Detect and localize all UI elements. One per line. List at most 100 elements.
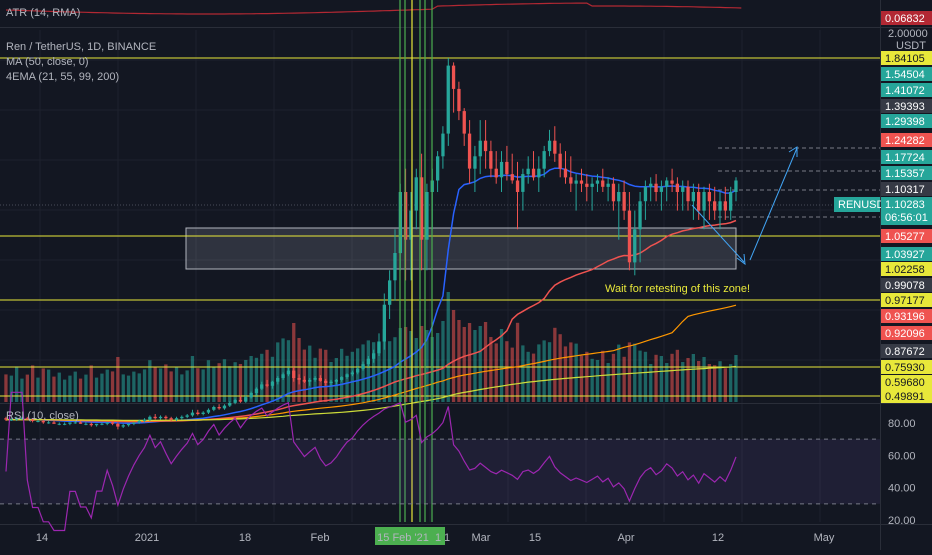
volume-bar	[499, 329, 504, 402]
candle-body	[489, 151, 493, 169]
volume-bar	[153, 367, 157, 402]
volume-bar	[617, 344, 621, 402]
candle-body	[356, 368, 360, 373]
volume-bar	[382, 329, 386, 402]
candle-body	[436, 156, 440, 181]
candle-body	[41, 421, 45, 423]
volume-bar	[388, 341, 392, 402]
candle-body	[451, 65, 456, 89]
volume-bar	[132, 371, 136, 402]
candle-body	[553, 140, 557, 154]
rsi-tick-label: 80.00	[888, 418, 916, 430]
volume-bar	[414, 338, 418, 402]
volume-bar	[270, 356, 275, 402]
volume-bar	[4, 374, 8, 402]
candle-body	[121, 425, 125, 427]
volume-bar	[94, 377, 99, 402]
volume-bar	[233, 362, 237, 402]
volume-bar	[15, 366, 19, 402]
volume-bar	[297, 338, 301, 402]
volume-bar	[606, 363, 610, 402]
candle-body	[649, 183, 653, 187]
countdown-text: 06:56:01	[885, 212, 928, 224]
volume-bar	[68, 375, 72, 402]
candle-body	[174, 418, 179, 420]
candle-body	[164, 416, 168, 419]
volume-bar	[537, 344, 541, 402]
atr-label: ATR (14, RMA)	[6, 7, 80, 19]
volume-bar	[142, 369, 147, 402]
volume-bar	[420, 326, 424, 402]
candle-body	[244, 397, 248, 402]
volume-bar	[723, 368, 727, 402]
down-arrow-line	[691, 204, 745, 263]
price-label-text: 1.54504	[885, 69, 925, 81]
candle-body	[25, 418, 29, 420]
volume-bar	[377, 343, 381, 402]
candle-body	[281, 374, 285, 378]
volume-bar	[473, 330, 477, 402]
volume-bar	[41, 368, 45, 402]
annotation-text: Wait for retesting of this zone!	[605, 283, 750, 295]
volume-bar	[563, 346, 568, 402]
volume-bar	[180, 374, 184, 402]
volume-bar	[190, 356, 195, 402]
candle-body	[515, 180, 520, 192]
candle-body	[249, 393, 253, 398]
ema-55-line	[6, 219, 737, 423]
candle-body	[36, 421, 40, 422]
volume-bar	[196, 368, 200, 402]
volume-bar	[702, 357, 706, 402]
price-label-box	[881, 278, 932, 292]
price-label-text: 0.99078	[885, 280, 925, 292]
candle-body	[542, 151, 546, 169]
candle-body	[89, 423, 93, 426]
volume-bar	[718, 361, 722, 402]
candle-body	[137, 421, 141, 423]
price-label-box	[881, 83, 932, 97]
candle-body	[329, 381, 333, 383]
volume-bar	[675, 349, 679, 402]
volume-bar	[47, 369, 51, 402]
time-tick-label: May	[814, 532, 835, 544]
candle-body	[105, 422, 109, 424]
volume-bar	[467, 323, 472, 402]
volume-bar	[681, 362, 685, 402]
candle-body	[601, 180, 605, 187]
last-price-text: 1.10283	[885, 199, 925, 211]
up-arrow-head	[788, 146, 798, 157]
candle-body	[713, 201, 717, 211]
time-tick-label: 2021	[135, 532, 159, 544]
candle-body	[473, 156, 477, 169]
currency-label: USDT	[896, 40, 926, 52]
volume-bar	[350, 351, 354, 402]
volume-bar	[713, 365, 717, 402]
volume-bar	[158, 368, 163, 402]
candle-body	[590, 183, 594, 187]
volume-bar	[25, 374, 29, 402]
candle-body	[169, 418, 173, 420]
price-label-text: 1.17724	[885, 152, 925, 164]
volume-bar	[643, 351, 648, 402]
volume-bar	[393, 337, 397, 402]
volume-bar	[638, 350, 642, 402]
price-label-text: 1.10317	[885, 184, 925, 196]
candle-body	[638, 201, 642, 230]
volume-bar	[372, 342, 376, 402]
volume-bar	[110, 371, 115, 402]
volume-bar	[276, 342, 280, 402]
price-level-lines	[0, 57, 880, 397]
price-label-box	[881, 262, 932, 276]
candle-body	[729, 192, 733, 211]
volume-bar	[52, 376, 56, 402]
candle-body	[222, 405, 227, 409]
price-label-box	[881, 389, 932, 403]
price-label-box	[881, 309, 932, 323]
candle-body	[228, 402, 232, 406]
volume-bar	[590, 358, 594, 402]
price-label-text: 0.87672	[885, 346, 925, 358]
time-tick-label: Feb	[311, 532, 330, 544]
volume-bar	[121, 374, 125, 402]
volume-bar	[697, 361, 701, 402]
